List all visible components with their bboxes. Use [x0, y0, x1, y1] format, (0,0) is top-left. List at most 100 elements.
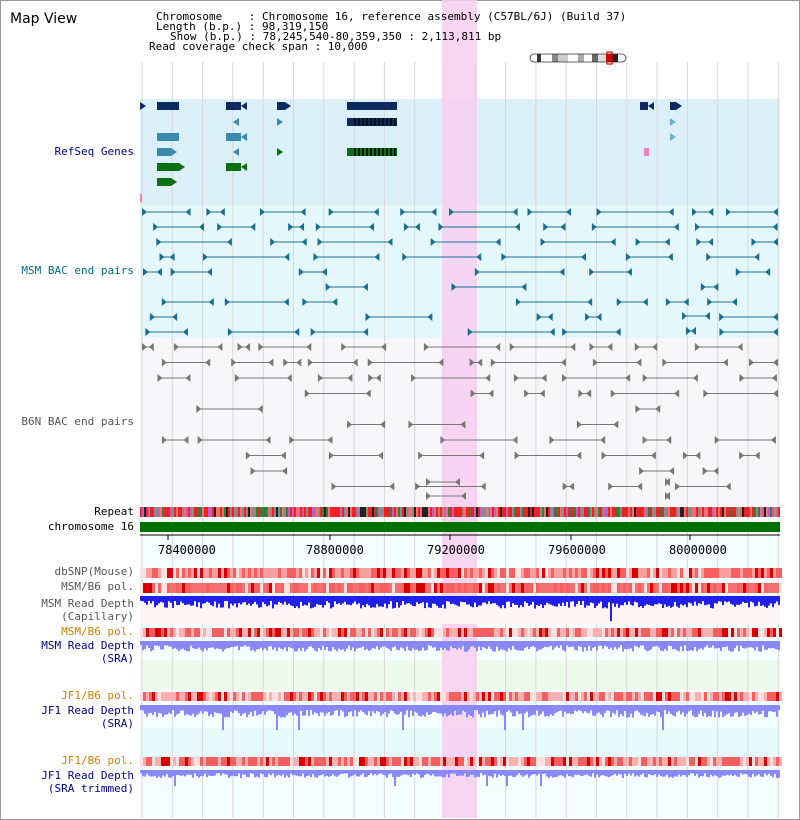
- msm-depth-cap-bar: [650, 596, 652, 606]
- track-label-msm-depth-cap[interactable]: MSM Read Depth: [41, 597, 134, 610]
- refseq-gene[interactable]: [277, 102, 285, 110]
- refseq-gene[interactable]: [226, 163, 241, 171]
- refseq-gene-arrow[interactable]: [277, 148, 283, 156]
- msm-b6-pol-2-cell: [290, 628, 293, 637]
- refseq-gene[interactable]: [640, 102, 648, 110]
- refseq-gene[interactable]: [226, 102, 241, 110]
- repeat-segment: [168, 507, 170, 517]
- refseq-gene-arrow[interactable]: [670, 118, 676, 126]
- dbsnp-cell: [176, 568, 179, 578]
- jf1-b6-pol-cell: [473, 692, 476, 701]
- jf1-depth-bar: [768, 705, 770, 712]
- repeat-segment: [634, 507, 636, 517]
- refseq-gene-arrow[interactable]: [241, 102, 247, 110]
- msm-bac-pair-end: [773, 328, 778, 336]
- dbsnp-cell: [281, 568, 284, 578]
- track-label-msm-depth-sra[interactable]: MSM Read Depth: [41, 639, 134, 652]
- repeat-segment: [646, 507, 648, 517]
- refseq-gene-arrow[interactable]: [233, 118, 239, 126]
- refseq-gene[interactable]: [226, 133, 241, 141]
- jf1-depth-bar: [574, 705, 576, 711]
- repeat-segment: [266, 507, 268, 517]
- refseq-gene-arrow[interactable]: [179, 163, 185, 171]
- chromosome-ideogram[interactable]: [529, 53, 627, 63]
- refseq-gene-arrow[interactable]: [241, 133, 247, 141]
- msm-b6-pol-2-cell: [143, 628, 146, 637]
- refseq-gene-arrow[interactable]: [670, 133, 676, 141]
- repeat-segment: [256, 507, 258, 517]
- repeat-segment: [524, 507, 526, 517]
- jf1-depth-bar: [324, 705, 326, 716]
- dbsnp-cell: [416, 568, 419, 578]
- chromosome-bar[interactable]: [140, 522, 780, 532]
- track-label-dbsnp[interactable]: dbSNP(Mouse): [54, 565, 134, 578]
- jf1-depth-bar: [630, 705, 632, 714]
- msm-b6-pol-cell: [476, 583, 479, 593]
- msm-depth-sra-bar: [546, 641, 548, 648]
- msm-depth-sra-bar: [724, 641, 726, 648]
- refseq-gene-arrow[interactable]: [171, 148, 177, 156]
- refseq-gene-arrow[interactable]: [648, 102, 654, 110]
- refseq-gene[interactable]: [644, 148, 649, 156]
- jf1-trim-bar: [260, 770, 262, 774]
- msm-depth-cap-bar: [768, 596, 770, 606]
- jf1-depth-bar: [692, 705, 694, 716]
- repeat-segment: [588, 507, 590, 517]
- repeat-segment: [572, 507, 574, 517]
- track-label-jf1-b6-pol[interactable]: JF1/B6 pol.: [61, 689, 134, 702]
- refseq-gene-arrow[interactable]: [140, 102, 146, 110]
- track-label-msm-bac[interactable]: MSM BAC end pairs: [21, 264, 134, 277]
- refseq-gene-arrow[interactable]: [277, 118, 283, 126]
- msm-depth-cap-bar: [466, 596, 468, 605]
- jf1-trim-bar: [206, 770, 208, 778]
- refseq-gene-arrow[interactable]: [233, 148, 239, 156]
- refseq-gene[interactable]: [347, 102, 397, 110]
- track-label-jf1-trim[interactable]: JF1 Read Depth: [41, 769, 134, 782]
- jf1-b6-pol-cell: [284, 692, 287, 701]
- jf1-depth-bar: [330, 705, 332, 716]
- track-label-refseq[interactable]: RefSeq Genes: [54, 145, 134, 158]
- refseq-gene-arrow[interactable]: [241, 163, 247, 171]
- refseq-gene[interactable]: [157, 163, 179, 171]
- msm-depth-sra-bar: [330, 641, 332, 652]
- msm-b6-pol-2-cell: [491, 628, 494, 637]
- msm-depth-cap-bar: [744, 596, 746, 603]
- dbsnp-cell: [140, 568, 143, 578]
- track-label-jf1-b6-pol-2[interactable]: JF1/B6 pol.: [61, 754, 134, 767]
- refseq-gene[interactable]: [157, 102, 179, 110]
- jf1-trim-bar: [482, 770, 484, 776]
- jf1-depth-bar: [572, 705, 574, 714]
- highlight-region[interactable]: [442, 0, 477, 818]
- dbsnp-cell: [698, 568, 701, 578]
- jf1-depth-bar: [236, 705, 238, 711]
- refseq-gene-arrow[interactable]: [676, 102, 682, 110]
- refseq-gene[interactable]: [157, 178, 171, 186]
- refseq-gene[interactable]: [157, 133, 179, 141]
- jf1-depth-bar: [712, 705, 714, 711]
- track-label-jf1-depth[interactable]: JF1 Read Depth: [41, 704, 134, 717]
- msm-bac-pair-end: [208, 298, 214, 306]
- refseq-gene-arrow[interactable]: [285, 102, 291, 110]
- track-label-repeat[interactable]: Repeat: [94, 505, 134, 518]
- track-label-b6n-bac[interactable]: B6N BAC end pairs: [21, 415, 134, 428]
- track-label-msm-b6-pol[interactable]: MSM/B6 pol.: [61, 580, 134, 593]
- msm-depth-sra-bar: [550, 641, 552, 646]
- msm-depth-cap-bar: [420, 596, 422, 604]
- msm-depth-cap-bar: [512, 596, 514, 604]
- repeat-segment: [688, 507, 690, 517]
- refseq-gene[interactable]: [157, 148, 171, 156]
- jf1-b6-pol-2-cell: [272, 757, 275, 766]
- jf1-b6-pol-2-cell: [581, 757, 584, 766]
- dbsnp-cell: [386, 568, 389, 578]
- track-label-msm-b6-pol-2[interactable]: MSM/B6 pol.: [61, 625, 134, 638]
- refseq-gene[interactable]: [140, 194, 142, 202]
- jf1-trim-bar: [148, 770, 150, 776]
- jf1-b6-pol-cell: [569, 692, 572, 701]
- refseq-gene[interactable]: [670, 102, 676, 110]
- refseq-gene-arrow[interactable]: [171, 178, 177, 186]
- repeat-segment: [180, 507, 182, 517]
- repeat-segment: [352, 507, 354, 517]
- jf1-depth-bar: [686, 705, 688, 714]
- jf1-trim-bar: [732, 770, 734, 777]
